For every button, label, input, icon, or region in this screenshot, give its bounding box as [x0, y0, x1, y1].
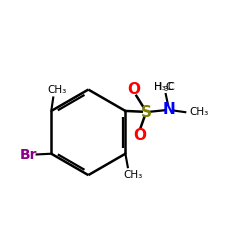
Text: CH₃: CH₃ — [48, 85, 67, 95]
Text: CH₃: CH₃ — [190, 107, 209, 117]
Text: Br: Br — [20, 148, 37, 162]
Text: S: S — [141, 105, 152, 120]
Text: $_3$C: $_3$C — [163, 80, 176, 94]
Text: O: O — [134, 128, 146, 143]
Text: CH₃: CH₃ — [123, 170, 142, 179]
Text: N: N — [163, 102, 176, 117]
Text: O: O — [128, 82, 140, 97]
Text: H: H — [154, 82, 162, 92]
Text: H₃C: H₃C — [154, 82, 173, 92]
